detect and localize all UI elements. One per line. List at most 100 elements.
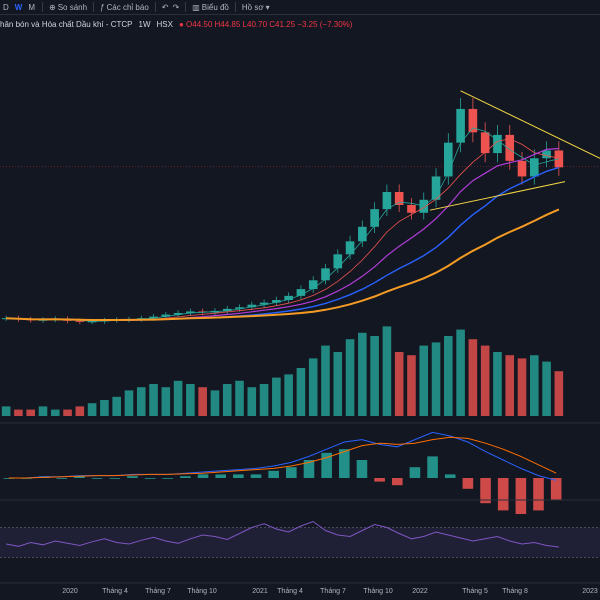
symbol-legend: hân bón và Hóa chất Dầu khí - CTCP 1W HS… xyxy=(0,20,352,29)
volume-bar xyxy=(75,406,85,416)
volume-bar xyxy=(517,358,527,416)
candle-body xyxy=(222,308,232,311)
x-axis-label: Tháng 4 xyxy=(102,588,128,595)
macd-histogram-bar xyxy=(303,460,315,478)
compare-label: So sánh xyxy=(57,2,88,12)
interval-label: 1W xyxy=(138,20,151,29)
x-axis-label: 2021 xyxy=(252,588,268,595)
volume-bar xyxy=(370,336,379,416)
volume-bar xyxy=(444,336,453,416)
candle-body xyxy=(480,132,490,154)
candle-body xyxy=(247,304,257,308)
macd-histogram-bar xyxy=(56,478,68,479)
x-axis-label: Tháng 10 xyxy=(363,588,393,595)
volume-bar xyxy=(247,387,257,416)
macd-histogram-bar xyxy=(480,478,491,504)
candle-body xyxy=(308,280,318,290)
volume-bar xyxy=(308,358,318,416)
macd-histogram-bar xyxy=(356,460,368,478)
close-value: C41.25 xyxy=(269,20,296,29)
candle-body xyxy=(296,289,306,296)
volume-bar xyxy=(382,326,392,416)
trendline-upper xyxy=(460,90,600,159)
candle-body xyxy=(75,320,85,322)
candle-body xyxy=(161,314,171,317)
chart-label: Biểu đồ xyxy=(201,2,229,12)
macd-histogram-bar xyxy=(374,478,385,482)
volume-bar xyxy=(345,339,355,416)
timeframe-d[interactable]: D xyxy=(3,2,9,12)
indicators-icon: ƒ xyxy=(100,2,105,12)
signal-line xyxy=(8,436,557,479)
volume-bar xyxy=(50,409,60,416)
symbol-title[interactable]: hân bón và Hóa chất Dầu khí - CTCP xyxy=(0,20,133,29)
ma-short-line xyxy=(6,127,559,322)
macd-histogram-bar xyxy=(250,474,262,478)
volume-bar xyxy=(358,332,367,416)
volume-bar xyxy=(63,409,72,416)
change-value: −3.25 (−7.30%) xyxy=(297,20,353,29)
macd-histogram-bar xyxy=(391,478,403,486)
macd-histogram-bar xyxy=(180,476,191,478)
volume-bar xyxy=(222,384,232,416)
timeframe-m[interactable]: M xyxy=(28,2,36,12)
macd-pane xyxy=(3,431,562,514)
volume-bar xyxy=(1,406,11,416)
rsi-line xyxy=(6,520,559,548)
x-axis-label: Tháng 10 xyxy=(187,588,217,595)
chevron-down-icon: ▾ xyxy=(265,2,270,12)
trendline-lower xyxy=(429,181,566,211)
timeframe-w[interactable]: W xyxy=(14,2,23,12)
x-axis-label: Tháng 7 xyxy=(145,588,171,595)
candle-body xyxy=(186,311,195,313)
profile-label: Hồ sơ xyxy=(241,2,264,12)
macd-histogram-bar xyxy=(339,449,350,478)
candle-body xyxy=(456,108,465,143)
profile-button[interactable]: Hồ sơ ▾ xyxy=(240,3,272,12)
volume-bar xyxy=(493,352,502,416)
undo-icon: ↶ xyxy=(161,2,169,12)
volume-bar xyxy=(284,374,293,416)
candle-body xyxy=(542,150,551,159)
candle-body xyxy=(173,313,183,315)
chart-icon: ▥ xyxy=(192,2,200,12)
volume-bar xyxy=(407,355,416,416)
macd-histogram-bar xyxy=(233,474,244,478)
compare-button[interactable]: ⊕ So sánh xyxy=(47,3,89,12)
macd-histogram-bar xyxy=(197,474,209,478)
separator xyxy=(185,2,187,12)
candle-body xyxy=(529,158,539,177)
candle-body xyxy=(493,134,502,154)
volume-bar xyxy=(419,345,429,416)
volume-bar xyxy=(173,380,183,416)
x-axis-label: Tháng 7 xyxy=(320,588,346,595)
macd-histogram-bar xyxy=(91,478,103,479)
macd-histogram-bar xyxy=(215,474,226,478)
macd-histogram-bar xyxy=(127,476,138,478)
macd-histogram-bar xyxy=(109,478,121,479)
macd-histogram-bar xyxy=(533,478,544,511)
candle-body xyxy=(468,108,478,133)
volume-pane xyxy=(1,326,564,416)
redo-button[interactable]: ↷ xyxy=(170,3,181,12)
macd-histogram-bar xyxy=(162,478,174,479)
macd-histogram-bar xyxy=(74,476,85,478)
separator xyxy=(93,2,95,12)
volume-bar xyxy=(14,409,23,416)
dot-icon: ● xyxy=(178,20,184,29)
price-pane xyxy=(0,90,600,325)
time-axis[interactable]: 2020 Tháng 4 Tháng 7 Tháng 10 2021 Tháng 4 Thá… xyxy=(62,588,598,595)
macd-histogram-bar xyxy=(409,467,421,478)
volume-bar xyxy=(149,384,158,416)
candle-body xyxy=(407,205,416,213)
candle-body xyxy=(358,226,367,242)
indicators-button[interactable]: ƒ Các chỉ báo xyxy=(98,3,151,12)
candle-body xyxy=(284,295,293,301)
chart-type-button[interactable]: ▥ Biểu đồ xyxy=(190,3,231,12)
volume-bar xyxy=(529,355,539,416)
volume-bar xyxy=(456,329,465,416)
undo-button[interactable]: ↶ xyxy=(160,3,171,12)
rsi-band xyxy=(0,527,600,558)
volume-bar xyxy=(100,400,109,416)
